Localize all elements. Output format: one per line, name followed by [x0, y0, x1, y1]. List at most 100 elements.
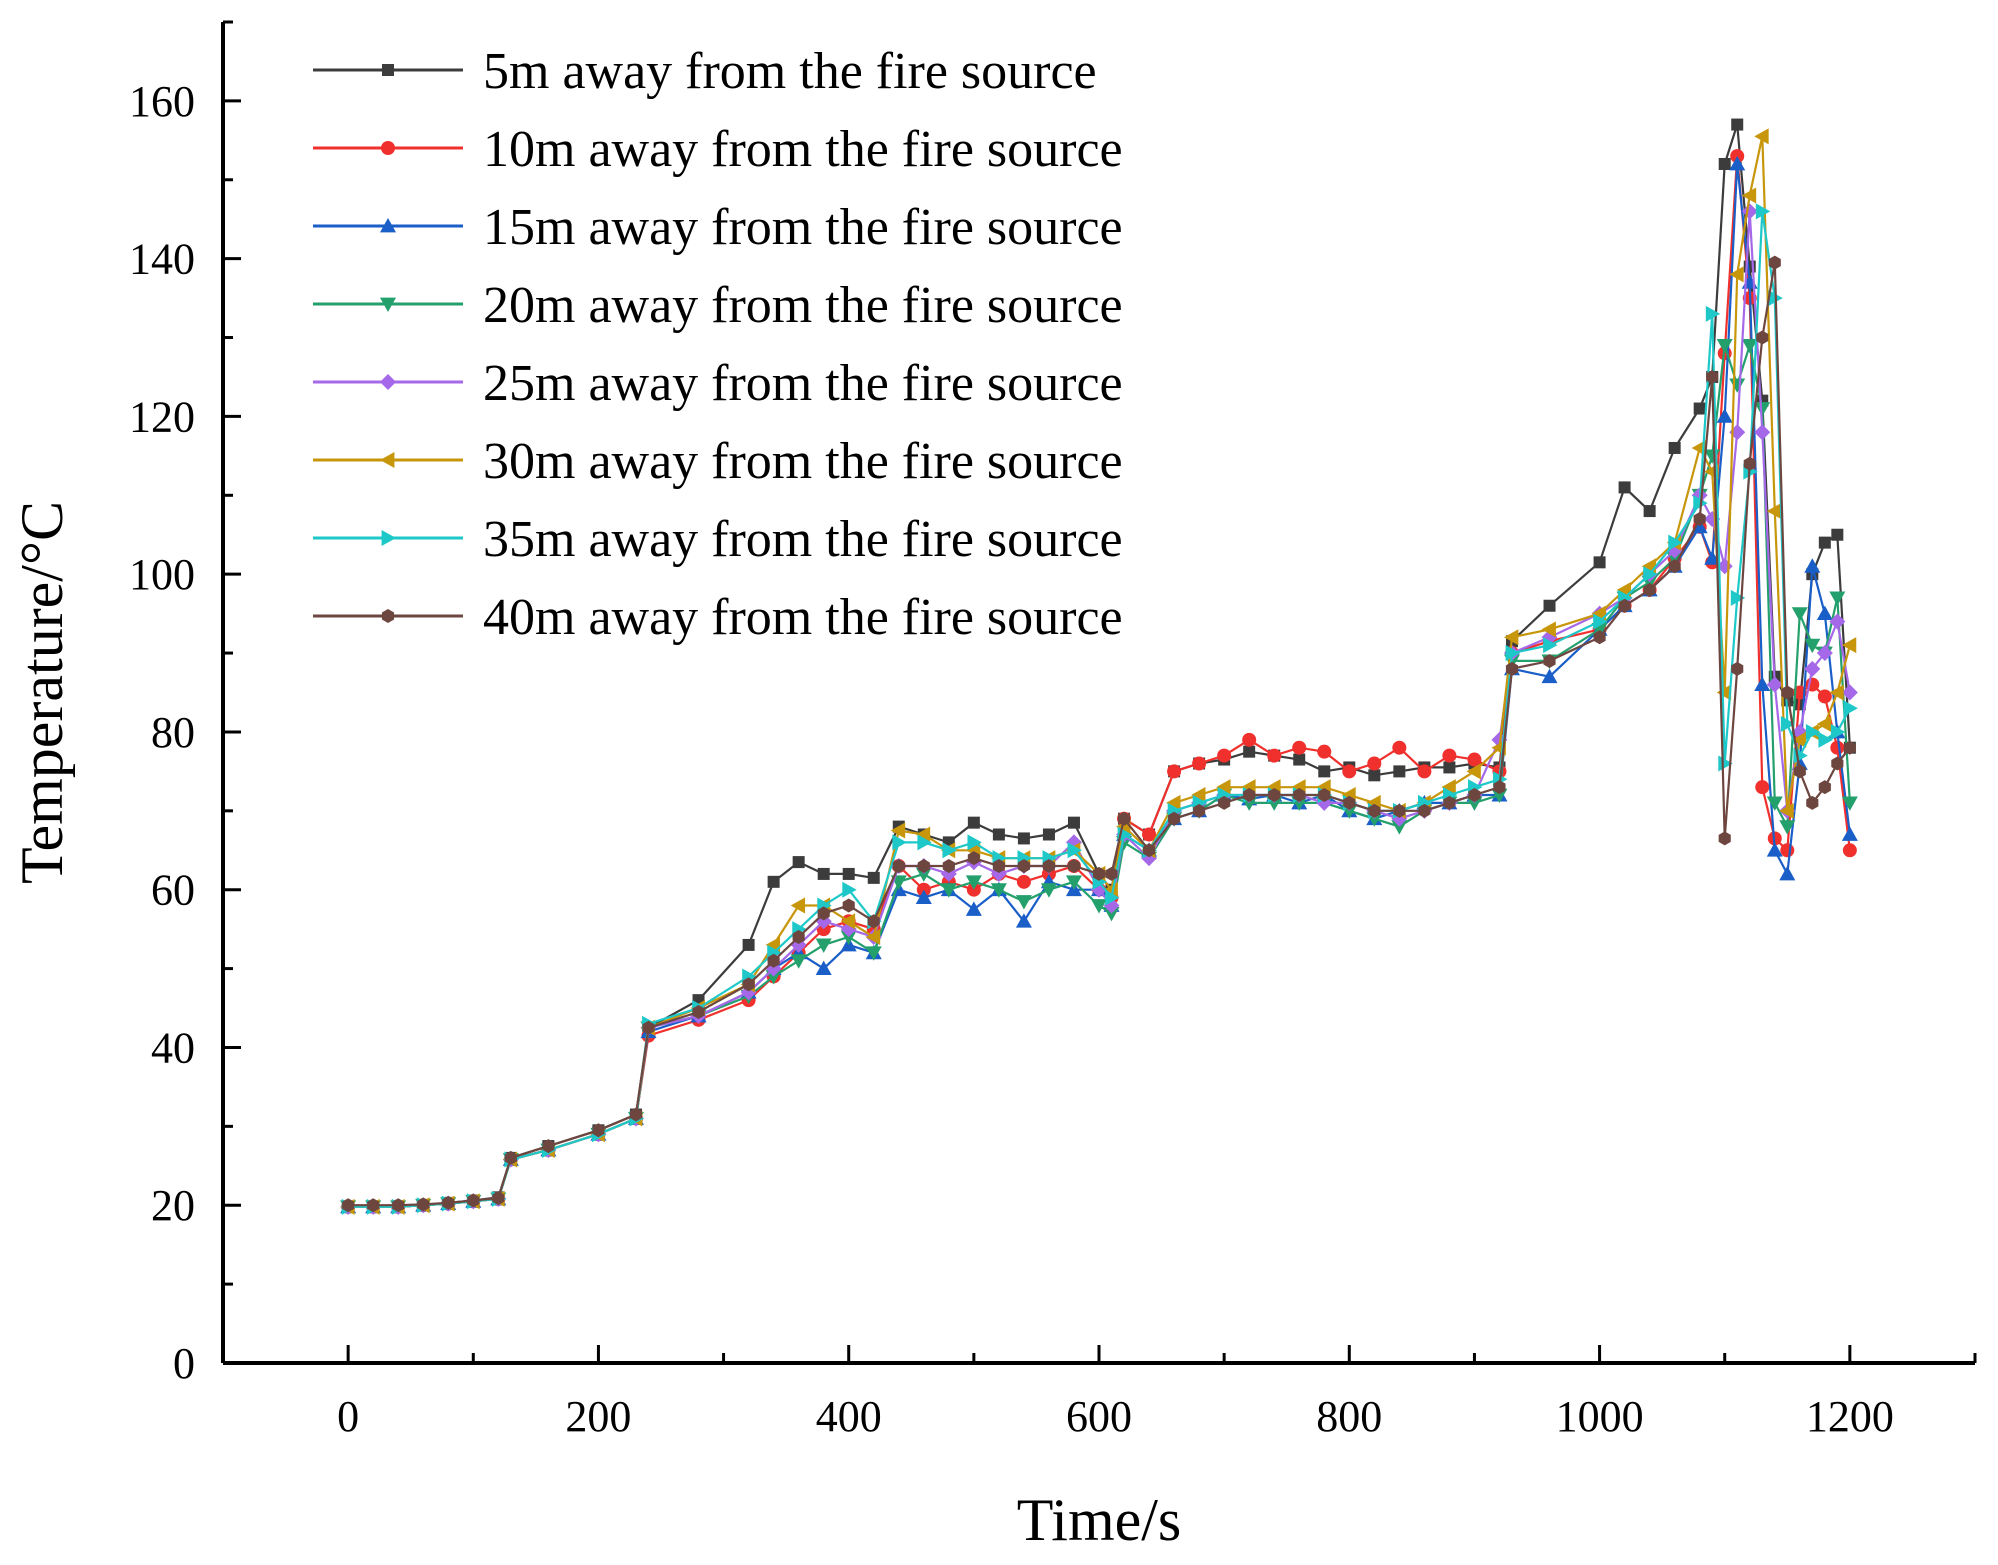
data-point	[442, 1195, 455, 1210]
data-point	[1543, 637, 1558, 654]
y-tick-label: 120	[129, 392, 195, 441]
data-point	[1318, 765, 1331, 778]
data-point	[1192, 756, 1207, 771]
data-point	[967, 851, 980, 866]
data-point	[1716, 684, 1732, 701]
data-point	[1831, 528, 1844, 541]
data-point	[1067, 842, 1082, 859]
data-point	[467, 1193, 480, 1208]
y-tick-label: 80	[151, 708, 195, 757]
data-point	[767, 875, 780, 888]
data-point	[1593, 556, 1606, 569]
data-point	[867, 871, 880, 884]
data-point	[1804, 660, 1821, 677]
legend: 5m away from the fire source 10m away fro…	[313, 43, 1123, 646]
data-point	[865, 929, 881, 946]
data-point	[1829, 591, 1846, 606]
data-point	[417, 1197, 430, 1212]
legend-item: 10m away from the fire source	[313, 121, 1123, 178]
data-point	[1818, 536, 1831, 549]
data-point	[840, 930, 857, 946]
data-point	[1015, 895, 1032, 910]
data-point	[1505, 645, 1520, 662]
data-point	[1392, 740, 1407, 755]
data-point	[492, 1191, 505, 1206]
data-point	[1541, 621, 1556, 638]
data-point	[842, 867, 855, 880]
data-point	[965, 901, 982, 916]
x-tick-label: 1000	[1556, 1392, 1644, 1441]
data-point	[1065, 875, 1082, 890]
legend-label: 5m away from the fire source	[483, 43, 1097, 100]
data-point	[1843, 700, 1858, 717]
legend-label: 35m away from the fire source	[483, 511, 1123, 568]
data-point	[1391, 820, 1408, 835]
data-point	[1493, 780, 1506, 795]
data-point	[1117, 811, 1131, 826]
data-point	[1766, 676, 1783, 693]
data-point	[1831, 756, 1844, 771]
data-point	[840, 913, 856, 930]
data-point	[992, 859, 1005, 874]
data-point	[1842, 843, 1857, 858]
data-point	[1317, 744, 1332, 759]
data-point	[1766, 796, 1783, 811]
x-tick-label: 0	[337, 1392, 359, 1441]
y-tick-label: 40	[151, 1023, 195, 1072]
data-point	[1818, 731, 1833, 748]
data-point	[1693, 511, 1706, 526]
data-point	[1393, 803, 1406, 818]
data-point	[381, 609, 395, 623]
data-point	[1343, 795, 1356, 810]
data-point	[1267, 748, 1282, 763]
data-point	[890, 822, 906, 839]
data-point	[1754, 128, 1769, 145]
data-point	[1791, 607, 1808, 622]
data-point	[392, 1198, 405, 1213]
data-point	[1092, 866, 1106, 881]
data-point	[1466, 796, 1483, 811]
data-point	[1741, 274, 1758, 289]
data-point	[1418, 803, 1431, 818]
data-point	[1743, 456, 1756, 471]
data-point	[892, 834, 907, 851]
series-line	[348, 262, 1851, 1207]
data-point	[915, 889, 932, 904]
data-point	[1417, 764, 1432, 779]
legend-label: 40m away from the fire source	[483, 589, 1123, 646]
data-point	[504, 1150, 517, 1165]
data-point	[742, 938, 755, 951]
data-point	[817, 867, 830, 880]
data-point	[1217, 748, 1232, 763]
data-point	[1167, 764, 1182, 779]
legend-label: 30m away from the fire source	[483, 433, 1123, 490]
x-tick-label: 200	[565, 1392, 631, 1441]
data-point	[542, 1139, 555, 1154]
data-point	[1741, 187, 1757, 204]
data-point	[967, 816, 980, 829]
axes: 0 200 400 600 800 1000 1200 0 20 40 60 80 100 120 140 1…	[129, 20, 1977, 1441]
legend-item: 35m away from the fire source	[313, 511, 1123, 568]
data-point	[1705, 305, 1721, 322]
data-point	[992, 828, 1005, 841]
data-point	[1754, 676, 1771, 692]
data-point	[1292, 740, 1307, 755]
data-point	[1342, 764, 1357, 779]
data-point	[915, 826, 931, 843]
data-point	[1541, 668, 1558, 684]
data-point	[940, 883, 957, 898]
data-point	[692, 1004, 705, 1019]
data-point	[842, 898, 855, 913]
data-point	[1843, 740, 1856, 755]
series-8	[342, 255, 1856, 1213]
legend-item: 25m away from the fire source	[313, 355, 1123, 412]
data-point	[1468, 788, 1481, 803]
data-point	[381, 530, 396, 546]
data-point	[1268, 788, 1281, 803]
data-point	[1755, 780, 1770, 795]
y-tick-label: 0	[173, 1339, 195, 1388]
data-point	[1293, 753, 1306, 766]
data-point	[1729, 155, 1746, 171]
data-point	[1668, 441, 1681, 454]
